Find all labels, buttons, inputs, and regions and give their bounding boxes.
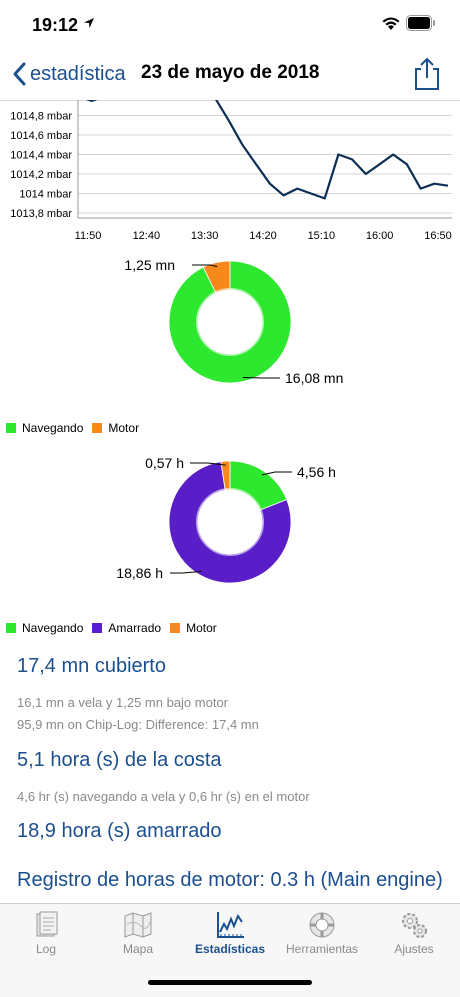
- pressure-chart-svg: 1015 mbar 1014,8 mbar 1014,6 mbar 1014,4 mb…: [0, 100, 460, 242]
- x-tick-label: 13:30: [191, 230, 219, 242]
- time-legend: Navegando Amarrado Motor: [6, 621, 226, 635]
- tab-label: Log: [0, 942, 92, 956]
- tab-label: Ajustes: [368, 942, 460, 956]
- y-tick-label: 1015 mbar: [19, 100, 72, 103]
- value-label: 4,56 h: [297, 464, 336, 480]
- share-icon: [412, 56, 442, 92]
- legend-item-navegando: Navegando: [6, 421, 83, 435]
- tab-log[interactable]: Log: [0, 904, 92, 964]
- map-icon: [123, 910, 153, 940]
- engine-hours-log: Registro de horas de motor: 0.3 h (Main …: [17, 869, 443, 892]
- logbook-icon: [31, 910, 61, 940]
- y-tick-label: 1014,8 mbar: [10, 111, 72, 123]
- x-tick-label: 16:00: [366, 230, 394, 242]
- donut-hole: [198, 290, 262, 354]
- y-tick-label: 1014,2 mbar: [10, 169, 72, 181]
- tab-label: Herramientas: [276, 942, 368, 956]
- wifi-icon: [381, 16, 401, 31]
- tab-mapa[interactable]: Mapa: [92, 904, 184, 964]
- battery-icon: [406, 15, 436, 31]
- pressure-series-line: [78, 100, 448, 198]
- value-label: 18,86 h: [116, 565, 163, 581]
- value-label: 16,08 mn: [285, 370, 343, 386]
- legend-item-navegando: Navegando: [6, 621, 83, 635]
- tab-label: Estadísticas: [184, 942, 276, 956]
- value-label: 1,25 mn: [124, 257, 175, 273]
- chevron-left-icon: [12, 62, 26, 86]
- value-label: 0,57 h: [145, 455, 184, 471]
- x-tick-label: 15:10: [308, 230, 336, 242]
- legend-item-motor: Motor: [92, 421, 139, 435]
- status-bar: 19:12: [0, 0, 460, 48]
- back-button[interactable]: estadística: [12, 58, 126, 90]
- hours-moored: 18,9 hora (s) amarrado: [17, 820, 222, 843]
- legend-item-motor: Motor: [170, 621, 217, 635]
- chiplog-detail: 95,9 mn on Chip-Log: Difference: 17,4 mn: [17, 717, 259, 732]
- page-title: 23 de mayo de 2018: [141, 62, 320, 84]
- back-label: estadística: [30, 63, 126, 86]
- navigation-bar: estadística 23 de mayo de 2018: [0, 48, 460, 101]
- distance-legend: Navegando Motor: [6, 421, 148, 435]
- legend-item-amarrado: Amarrado: [92, 621, 161, 635]
- distance-total: 17,4 mn cubierto: [17, 655, 166, 678]
- y-tick-label: 1014,6 mbar: [10, 130, 72, 142]
- chart-icon: [215, 910, 245, 940]
- hours-from-coast: 5,1 hora (s) de la costa: [17, 749, 222, 772]
- y-tick-label: 1014 mbar: [19, 189, 72, 201]
- tab-estadisticas[interactable]: Estadísticas: [184, 904, 276, 964]
- y-tick-label: 1013,8 mbar: [10, 208, 72, 220]
- home-indicator: [148, 980, 312, 985]
- distance-detail: 16,1 mn a vela y 1,25 mn bajo motor: [17, 695, 228, 710]
- tab-herramientas[interactable]: Herramientas: [276, 904, 368, 964]
- pressure-chart: 1015 mbar 1014,8 mbar 1014,6 mbar 1014,4 mb…: [0, 100, 460, 242]
- donut-hole: [198, 490, 262, 554]
- distance-donut-chart: 16,08 mn 1,25 mn: [0, 250, 460, 400]
- lifebuoy-icon: [307, 910, 337, 940]
- y-tick-label: 1014,4 mbar: [10, 150, 72, 162]
- x-tick-label: 12:40: [133, 230, 161, 242]
- x-tick-label: 11:50: [75, 230, 102, 242]
- hours-detail: 4,6 hr (s) navegando a vela y 0,6 hr (s)…: [17, 789, 310, 804]
- share-button[interactable]: [412, 56, 442, 92]
- time-donut-chart: 4,56 h 18,86 h 0,57 h: [0, 450, 460, 600]
- x-tick-label: 14:20: [249, 230, 277, 242]
- location-arrow-icon: [83, 17, 95, 29]
- tab-ajustes[interactable]: Ajustes: [368, 904, 460, 964]
- gears-icon: [399, 910, 429, 940]
- tab-label: Mapa: [92, 942, 184, 956]
- x-tick-label: 16:50: [424, 230, 452, 242]
- status-time: 19:12: [32, 15, 78, 36]
